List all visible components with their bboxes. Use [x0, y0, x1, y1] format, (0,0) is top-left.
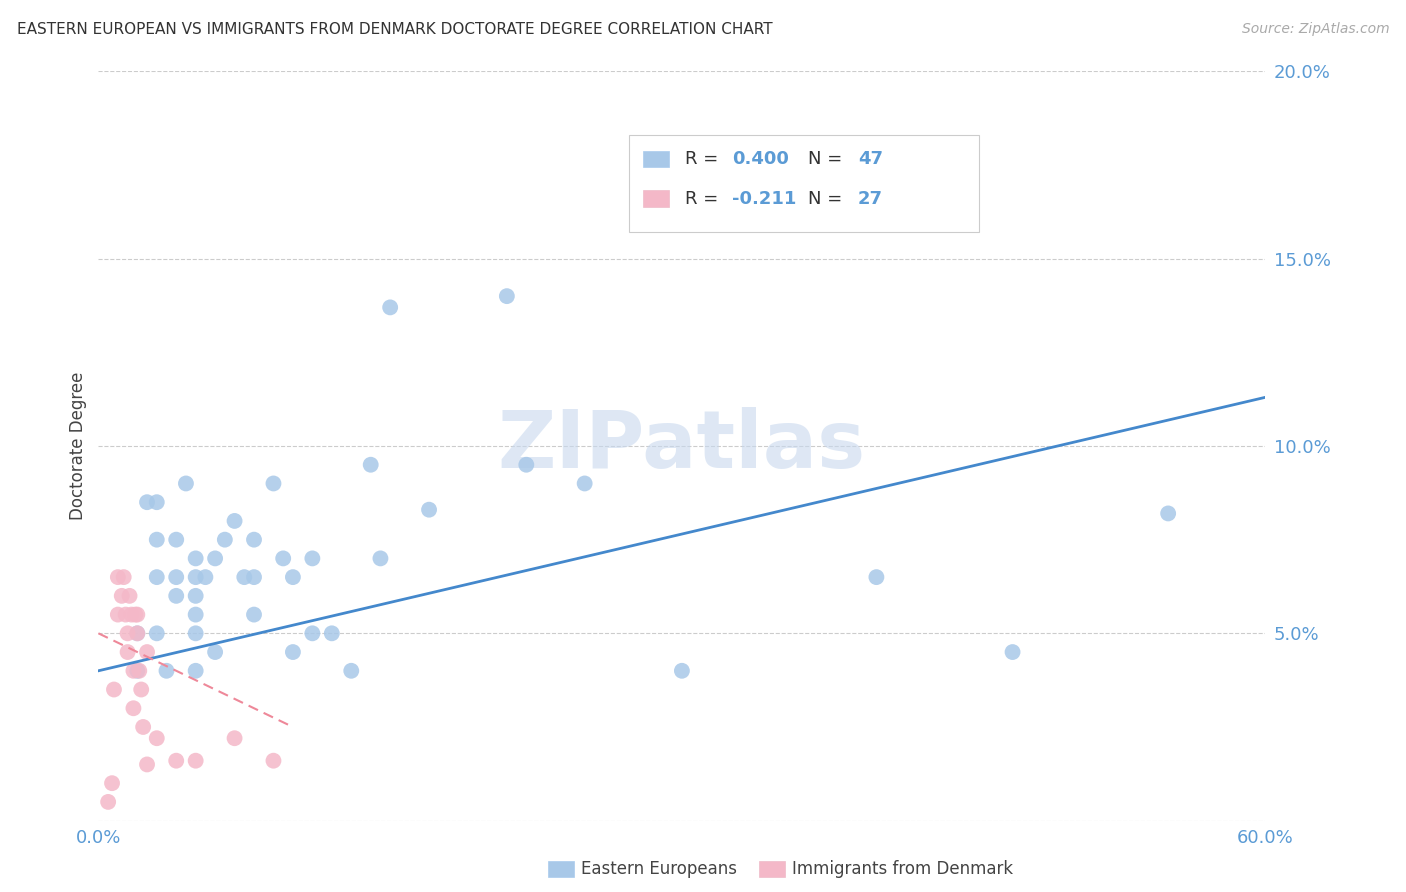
Point [262, 476, 284, 491]
Point [97, 795, 120, 809]
FancyBboxPatch shape [644, 191, 669, 207]
Point [418, 502, 440, 516]
Point [174, 476, 197, 491]
Point [129, 682, 152, 697]
Point [155, 664, 177, 678]
Point [224, 731, 246, 746]
Point [117, 645, 139, 659]
Point [370, 551, 392, 566]
Point [243, 607, 266, 622]
Point [146, 533, 169, 547]
Point [224, 514, 246, 528]
Point [1157, 507, 1180, 521]
Text: 47: 47 [858, 150, 883, 168]
Point [301, 551, 323, 566]
Point [165, 589, 187, 603]
Point [103, 682, 125, 697]
Point [184, 589, 207, 603]
Point [127, 607, 149, 622]
Point [127, 626, 149, 640]
Point [127, 664, 149, 678]
Point [122, 701, 145, 715]
Point [107, 570, 129, 584]
Point [117, 626, 139, 640]
Text: N =: N = [808, 150, 848, 168]
Point [127, 626, 149, 640]
Point [204, 551, 226, 566]
Point [496, 289, 519, 303]
Point [136, 757, 159, 772]
Point [204, 645, 226, 659]
Point [146, 570, 169, 584]
Point [340, 664, 363, 678]
Point [184, 570, 207, 584]
Point [128, 664, 150, 678]
Point [122, 664, 145, 678]
Point [112, 570, 135, 584]
Point [281, 645, 304, 659]
Text: N =: N = [808, 190, 848, 208]
Point [1001, 645, 1024, 659]
Point [271, 551, 294, 566]
Point [671, 664, 693, 678]
Point [132, 720, 155, 734]
Point [574, 476, 596, 491]
Text: R =: R = [685, 150, 724, 168]
Point [515, 458, 537, 472]
Text: -0.211: -0.211 [733, 190, 796, 208]
Point [281, 570, 304, 584]
Point [184, 551, 207, 566]
Point [146, 731, 169, 746]
Point [146, 626, 169, 640]
Point [165, 570, 187, 584]
Point [807, 158, 830, 172]
Point [114, 607, 136, 622]
Point [301, 626, 323, 640]
Point [184, 626, 207, 640]
Text: Immigrants from Denmark: Immigrants from Denmark [792, 860, 1012, 878]
FancyBboxPatch shape [630, 135, 980, 233]
Point [107, 607, 129, 622]
Point [111, 589, 134, 603]
Text: 0.400: 0.400 [733, 150, 789, 168]
Point [184, 664, 207, 678]
Point [194, 570, 217, 584]
Point [136, 495, 159, 509]
Point [146, 495, 169, 509]
Point [243, 533, 266, 547]
Point [321, 626, 343, 640]
Point [165, 533, 187, 547]
Text: 27: 27 [858, 190, 883, 208]
Text: Eastern Europeans: Eastern Europeans [581, 860, 737, 878]
Point [124, 607, 146, 622]
Point [233, 570, 256, 584]
Point [865, 570, 887, 584]
Point [214, 533, 236, 547]
Text: Source: ZipAtlas.com: Source: ZipAtlas.com [1241, 22, 1389, 37]
Point [262, 754, 284, 768]
Point [136, 645, 159, 659]
Point [121, 607, 143, 622]
Point [118, 589, 141, 603]
Point [101, 776, 124, 790]
Point [184, 607, 207, 622]
Text: EASTERN EUROPEAN VS IMMIGRANTS FROM DENMARK DOCTORATE DEGREE CORRELATION CHART: EASTERN EUROPEAN VS IMMIGRANTS FROM DENM… [17, 22, 772, 37]
Y-axis label: Doctorate Degree: Doctorate Degree [69, 372, 87, 520]
Point [243, 570, 266, 584]
FancyBboxPatch shape [644, 151, 669, 168]
Text: R =: R = [685, 190, 724, 208]
Point [165, 754, 187, 768]
Text: ZIPatlas: ZIPatlas [498, 407, 866, 485]
Point [360, 458, 382, 472]
Point [184, 754, 207, 768]
Point [380, 301, 402, 315]
